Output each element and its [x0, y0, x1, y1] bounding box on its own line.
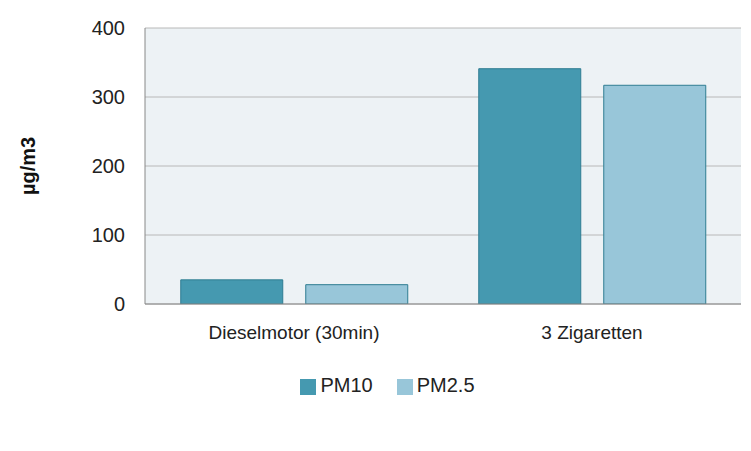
html-text:PM10: PM10 — [320, 374, 373, 396]
svg-text:300: 300 — [92, 86, 125, 108]
svg-text:Dieselmotor (30min): Dieselmotor (30min) — [208, 322, 379, 343]
svg-text:3 Zigaretten: 3 Zigaretten — [541, 322, 642, 343]
html-text:PM2.5: PM2.5 — [416, 374, 475, 396]
svg-text:200: 200 — [92, 155, 125, 177]
svg-text:µg/m3: µg/m3 — [17, 137, 39, 195]
svg-text:400: 400 — [92, 17, 125, 39]
svg-text:100: 100 — [92, 224, 125, 246]
svg-text:0: 0 — [114, 293, 125, 315]
